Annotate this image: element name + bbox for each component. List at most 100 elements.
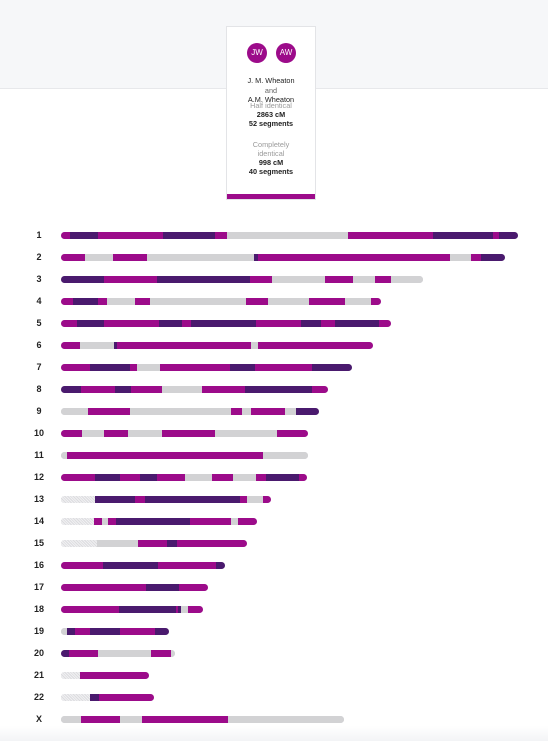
- half-identical-segment[interactable]: [117, 341, 251, 349]
- no-data-segment[interactable]: [61, 693, 90, 701]
- chromosome-bar-17[interactable]: [61, 583, 208, 591]
- half-identical-segment[interactable]: [108, 517, 116, 525]
- not-identical-segment[interactable]: [120, 715, 142, 723]
- not-identical-segment[interactable]: [97, 539, 138, 547]
- not-identical-segment[interactable]: [82, 429, 104, 437]
- chromosome-bar-8[interactable]: [61, 385, 328, 393]
- completely-identical-segment[interactable]: [155, 627, 169, 635]
- not-identical-segment[interactable]: [181, 605, 188, 613]
- chromosome-bar-20[interactable]: [61, 649, 175, 657]
- half-identical-segment[interactable]: [61, 363, 90, 371]
- chromosome-bar-19[interactable]: [61, 627, 169, 635]
- chromosome-bar-21[interactable]: [61, 671, 149, 679]
- not-identical-segment[interactable]: [247, 495, 263, 503]
- half-identical-segment[interactable]: [130, 363, 137, 371]
- completely-identical-segment[interactable]: [191, 319, 256, 327]
- half-identical-segment[interactable]: [309, 297, 345, 305]
- half-identical-segment[interactable]: [317, 253, 450, 261]
- half-identical-segment[interactable]: [246, 297, 268, 305]
- half-identical-segment[interactable]: [263, 495, 271, 503]
- chromosome-bar-10[interactable]: [61, 429, 308, 437]
- chromosome-bar-2[interactable]: [61, 253, 505, 261]
- not-identical-segment[interactable]: [102, 517, 108, 525]
- completely-identical-segment[interactable]: [73, 297, 98, 305]
- half-identical-segment[interactable]: [258, 341, 373, 349]
- half-identical-segment[interactable]: [61, 583, 146, 591]
- completely-identical-segment[interactable]: [178, 605, 181, 613]
- completely-identical-segment[interactable]: [146, 583, 179, 591]
- half-identical-segment[interactable]: [104, 275, 157, 283]
- not-identical-segment[interactable]: [61, 407, 88, 415]
- not-identical-segment[interactable]: [98, 649, 151, 657]
- completely-identical-segment[interactable]: [159, 319, 182, 327]
- half-identical-segment[interactable]: [75, 627, 90, 635]
- half-identical-segment[interactable]: [325, 275, 353, 283]
- half-identical-segment[interactable]: [99, 693, 154, 701]
- half-identical-segment[interactable]: [61, 473, 95, 481]
- completely-identical-segment[interactable]: [77, 319, 104, 327]
- chromosome-bar-11[interactable]: [61, 451, 308, 459]
- half-identical-segment[interactable]: [251, 407, 285, 415]
- completely-identical-segment[interactable]: [140, 473, 157, 481]
- half-identical-segment[interactable]: [138, 539, 167, 547]
- not-identical-segment[interactable]: [107, 297, 135, 305]
- completely-identical-segment[interactable]: [61, 649, 69, 657]
- completely-identical-segment[interactable]: [114, 341, 117, 349]
- half-identical-segment[interactable]: [162, 429, 215, 437]
- not-identical-segment[interactable]: [162, 385, 202, 393]
- half-identical-segment[interactable]: [98, 297, 107, 305]
- completely-identical-segment[interactable]: [90, 693, 99, 701]
- completely-identical-segment[interactable]: [216, 561, 225, 569]
- completely-identical-segment[interactable]: [61, 275, 104, 283]
- half-identical-segment[interactable]: [231, 407, 242, 415]
- half-identical-segment[interactable]: [104, 429, 128, 437]
- half-identical-segment[interactable]: [61, 561, 103, 569]
- not-identical-segment[interactable]: [85, 253, 113, 261]
- chromosome-bar-4[interactable]: [61, 297, 381, 305]
- no-data-segment[interactable]: [61, 539, 97, 547]
- half-identical-segment[interactable]: [61, 253, 85, 261]
- not-identical-segment[interactable]: [137, 363, 160, 371]
- half-identical-segment[interactable]: [80, 671, 149, 679]
- chromosome-bar-1[interactable]: [61, 231, 518, 239]
- chromosome-bar-3[interactable]: [61, 275, 423, 283]
- completely-identical-segment[interactable]: [67, 627, 75, 635]
- completely-identical-segment[interactable]: [312, 363, 352, 371]
- half-identical-segment[interactable]: [160, 363, 230, 371]
- chromosome-bar-18[interactable]: [61, 605, 203, 613]
- half-identical-segment[interactable]: [88, 407, 130, 415]
- completely-identical-segment[interactable]: [167, 539, 177, 547]
- half-identical-segment[interactable]: [157, 473, 185, 481]
- half-identical-segment[interactable]: [202, 385, 245, 393]
- half-identical-segment[interactable]: [182, 319, 191, 327]
- chromosome-bar-16[interactable]: [61, 561, 225, 569]
- half-identical-segment[interactable]: [61, 297, 73, 305]
- not-identical-segment[interactable]: [450, 253, 471, 261]
- not-identical-segment[interactable]: [345, 297, 371, 305]
- half-identical-segment[interactable]: [120, 627, 155, 635]
- completely-identical-segment[interactable]: [335, 319, 379, 327]
- half-identical-segment[interactable]: [135, 495, 145, 503]
- completely-identical-segment[interactable]: [145, 495, 240, 503]
- half-identical-segment[interactable]: [81, 385, 115, 393]
- half-identical-segment[interactable]: [379, 319, 391, 327]
- no-data-segment[interactable]: [61, 517, 94, 525]
- completely-identical-segment[interactable]: [103, 561, 158, 569]
- chromosome-bar-15[interactable]: [61, 539, 247, 547]
- chromosome-bar-14[interactable]: [61, 517, 257, 525]
- half-identical-segment[interactable]: [471, 253, 481, 261]
- not-identical-segment[interactable]: [80, 341, 114, 349]
- half-identical-segment[interactable]: [61, 605, 119, 613]
- half-identical-segment[interactable]: [258, 253, 317, 261]
- completely-identical-segment[interactable]: [61, 385, 81, 393]
- not-identical-segment[interactable]: [233, 473, 256, 481]
- not-identical-segment[interactable]: [61, 451, 67, 459]
- half-identical-segment[interactable]: [250, 275, 272, 283]
- completely-identical-segment[interactable]: [157, 275, 171, 283]
- completely-identical-segment[interactable]: [296, 407, 319, 415]
- half-identical-segment[interactable]: [277, 429, 308, 437]
- completely-identical-segment[interactable]: [95, 473, 120, 481]
- not-identical-segment[interactable]: [251, 341, 258, 349]
- half-identical-segment[interactable]: [256, 319, 301, 327]
- completely-identical-segment[interactable]: [163, 231, 215, 239]
